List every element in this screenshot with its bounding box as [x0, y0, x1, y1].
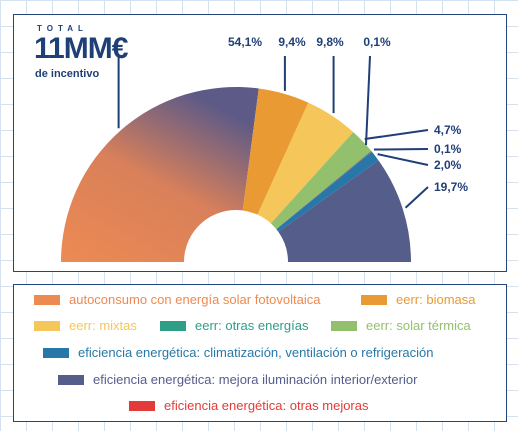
legend-item-iluminacion: eficiencia energética: mejora iluminació… [58, 372, 417, 387]
semi-donut-chart: 54,1% 9,4% 9,8% 0,1% 4,7% 0,1% 2,0% 19,7% [61, 35, 468, 262]
legend-swatch [34, 294, 60, 305]
legend-item-climatizacion: eficiencia energética: climatización, ve… [43, 345, 434, 360]
slice-eerr-otras-energ-as [276, 150, 372, 230]
legend-label: eerr: solar térmica [366, 318, 471, 333]
total-value: 11MM€ [34, 32, 128, 65]
legend-panel [13, 284, 507, 422]
legend-label: eerr: otras energías [195, 318, 309, 333]
legend-item-otras-energias: eerr: otras energías [160, 318, 308, 333]
legend-label: eerr: biomasa [396, 292, 476, 307]
value-label-eficiencia-energ-tica-otras-mejoras: 0,1% [434, 142, 462, 156]
value-label-eerr-biomasa: 9,4% [278, 35, 306, 49]
slice-eficiencia-energ-tica-climatizaci-n-ventilaci-n-o-refrigeraci-n [276, 151, 379, 232]
slice-eerr-mixtas [257, 102, 354, 224]
slice-autoconsumo-con-energ-a-solar-fotovoltaica [61, 87, 259, 262]
leader-line-eficiencia-energ-tica-climatizaci-n-ventilaci-n-o-refrigeraci-n [377, 153, 429, 166]
legend-item-mixtas: eerr: mixtas [34, 318, 137, 333]
value-label-eficiencia-energ-tica-climatizaci-n-ventilaci-n-o-refrigeraci-n: 2,0% [434, 158, 462, 172]
legend-item-solar-fotovoltaica: autoconsumo con energía solar fotovoltai… [34, 292, 321, 307]
legend-label: eficiencia energética: mejora iluminació… [93, 372, 418, 387]
slice-eerr-solar-t-rmica [270, 132, 372, 229]
legend-swatch [34, 320, 60, 331]
value-label-autoconsumo-con-energ-a-solar-fotovoltaica: 54,1% [228, 35, 262, 49]
leader-line-eficiencia-energ-tica-otras-mejoras [373, 148, 429, 151]
legend-label: eficiencia energética: climatización, ve… [78, 345, 434, 360]
slice-eerr-biomasa [242, 88, 309, 215]
legend-swatch [58, 374, 84, 385]
leader-line-eerr-solar-t-rmica [364, 129, 429, 141]
legend-swatch [361, 294, 387, 305]
legend-swatch [331, 320, 357, 331]
value-label-eficiencia-energ-tica-mejora-iluminaci-n-interior-exterior: 19,7% [434, 180, 468, 194]
value-label-eerr-otras-energ-as: 0,1% [363, 35, 391, 49]
slice-eficiencia-energ-tica-mejora-iluminaci-n-interior-exterior [278, 160, 411, 262]
total-subtitle: de incentivo [35, 68, 100, 80]
legend-label: eerr: mixtas [69, 318, 137, 333]
legend-item-otras-mejoras: eficiencia energética: otras mejoras [129, 398, 369, 413]
value-label-eerr-mixtas: 9,8% [316, 35, 344, 49]
slice-eficiencia-energ-tica-otras-mejoras [276, 151, 372, 230]
legend-swatch [129, 400, 155, 411]
legend-swatch [160, 320, 186, 331]
legend-swatch [43, 347, 69, 358]
legend-label: eficiencia energética: otras mejoras [164, 398, 369, 413]
value-label-eerr-solar-t-rmica: 4,7% [434, 123, 462, 137]
legend-item-biomasa: eerr: biomasa [361, 292, 475, 307]
legend-item-solar-termica: eerr: solar térmica [331, 318, 471, 333]
total-label: TOTAL [37, 24, 88, 33]
legend-label: autoconsumo con energía solar fotovoltai… [69, 292, 321, 307]
leader-line-eficiencia-energ-tica-mejora-iluminaci-n-interior-exterior [404, 186, 429, 209]
leader-line-eerr-otras-energ-as [365, 55, 371, 146]
